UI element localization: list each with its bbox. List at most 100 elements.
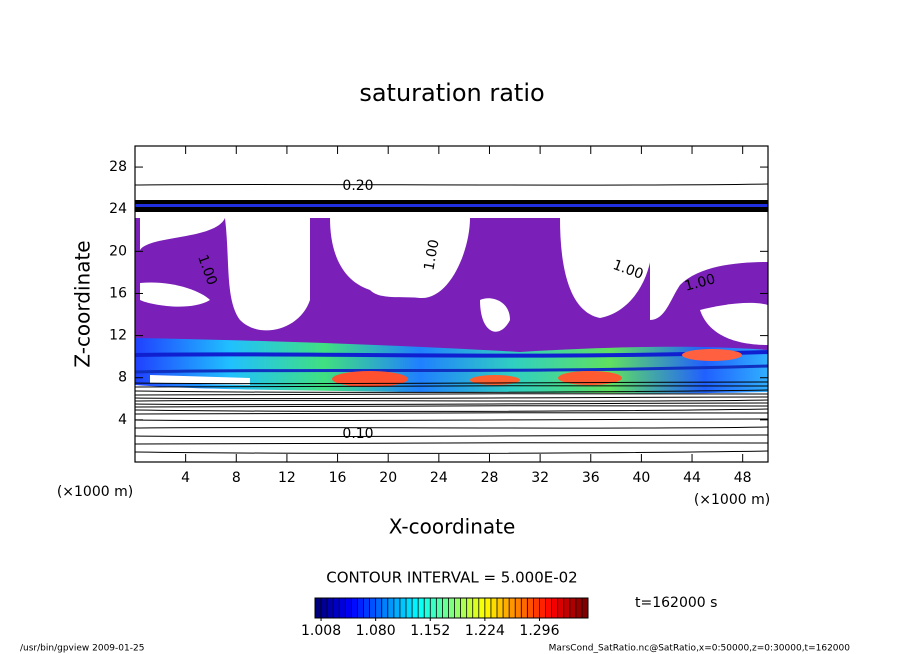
colorbar-cell	[515, 598, 522, 618]
y-axis-label: Z-coordinate	[71, 240, 95, 367]
y-tick-label: 20	[109, 243, 127, 259]
peak-region	[682, 349, 742, 361]
contour-label: 0.10	[342, 426, 373, 442]
x-tick-label: 44	[683, 470, 701, 486]
x-tick-label: 40	[632, 470, 650, 486]
colorbar-cell	[490, 598, 497, 618]
contour-line	[135, 450, 768, 454]
peak-region	[558, 371, 622, 385]
contour-line	[135, 426, 768, 429]
colorbar-tick-label: 1.296	[519, 623, 559, 639]
contour-interval: CONTOUR INTERVAL = 5.000E-02	[326, 569, 577, 587]
colorbar-cell	[581, 598, 588, 618]
footer-right: MarsCond_SatRatio.nc@SatRatio,x=0:50000,…	[549, 644, 851, 654]
colorbar-cell	[393, 598, 400, 618]
y-tick-label: 12	[109, 328, 127, 344]
contour-line	[135, 442, 768, 445]
colorbar-cell	[339, 598, 346, 618]
colorbar-cell	[448, 598, 455, 618]
colorbar-tick-label: 1.152	[410, 623, 450, 639]
contour-line	[135, 412, 768, 415]
dry-region	[150, 375, 250, 385]
colorbar-cell	[406, 598, 413, 618]
colorbar-cell	[442, 598, 449, 618]
colorbar-cell	[315, 598, 322, 618]
dry-region	[700, 302, 768, 345]
x-tick-label: 20	[379, 470, 397, 486]
dry-region	[650, 218, 768, 320]
colorbar-cell	[539, 598, 546, 618]
colorbar-cell	[327, 598, 334, 618]
band-stripe	[135, 350, 768, 358]
dry-region	[140, 218, 225, 250]
x-tick-label: 36	[582, 470, 600, 486]
colorbar-cell	[551, 598, 558, 618]
colorbar-tick-label: 1.080	[356, 623, 396, 639]
colorbar-tick-label: 1.008	[301, 623, 341, 639]
y-tick-label: 16	[109, 285, 127, 301]
time-label: t=162000 s	[635, 595, 717, 611]
x-tick-label: 48	[734, 470, 752, 486]
contour-line	[135, 418, 768, 422]
colorbar-cell	[351, 598, 358, 618]
colorbar-cell	[357, 598, 364, 618]
colorbar-cell	[533, 598, 540, 618]
contour-line	[135, 385, 768, 388]
colorbar-cell	[575, 598, 582, 618]
colorbar-cell	[545, 598, 552, 618]
band-stripe	[135, 364, 768, 374]
contour-bundle	[135, 204, 768, 207]
contour-lines	[135, 183, 768, 454]
colorbar-cell	[563, 598, 570, 618]
colorbar-cell	[557, 598, 564, 618]
colorbar-cell	[345, 598, 352, 618]
peak-region	[332, 371, 408, 387]
x-tick-label: 12	[278, 470, 296, 486]
x-axis-label: X-coordinate	[389, 515, 516, 539]
colorbar-cell	[333, 598, 340, 618]
x-tick-label: 24	[430, 470, 448, 486]
dry-region	[480, 298, 510, 332]
contour-field	[135, 183, 768, 454]
contour-label: 1.00	[421, 238, 442, 271]
colorbar-cell	[569, 598, 576, 618]
contour-line	[135, 402, 768, 406]
colorbar-cell	[484, 598, 491, 618]
y-tick-label: 28	[109, 159, 127, 175]
colorbar-cell	[424, 598, 431, 618]
contour-line	[135, 183, 768, 186]
contour-label: 1.00	[683, 271, 717, 295]
colorbar-cell	[399, 598, 406, 618]
x-tick-label: 32	[531, 470, 549, 486]
colorbar-cell	[436, 598, 443, 618]
plot-frame	[134, 145, 769, 463]
colorbar-cell	[521, 598, 528, 618]
colorbar-cell	[430, 598, 437, 618]
colorbar-cell	[321, 598, 328, 618]
dry-region	[330, 218, 470, 299]
x-tick-label: 4	[181, 470, 190, 486]
colorbar-cell	[375, 598, 382, 618]
colorbar-cell	[472, 598, 479, 618]
colorbar-cell	[460, 598, 467, 618]
colorbar-cell	[387, 598, 394, 618]
colorbar-cell	[363, 598, 370, 618]
colorbar-frame	[314, 597, 589, 619]
dry-region	[140, 282, 210, 307]
y-tick-label: 24	[109, 201, 127, 217]
dry-region	[560, 218, 653, 318]
colorbar-cell	[478, 598, 485, 618]
colorbar-cell	[412, 598, 419, 618]
colorbar: 1.008 1.080 1.152 1.224 1.296	[301, 597, 589, 639]
colorbar-cell	[454, 598, 461, 618]
y-unit: (×1000 m)	[57, 484, 133, 500]
contour-line	[135, 381, 768, 385]
dry-region	[225, 218, 310, 331]
colorbar-cell	[381, 598, 388, 618]
y-tick-label: 8	[118, 370, 127, 386]
colorbar-cell	[418, 598, 425, 618]
y-tick-label: 4	[118, 412, 127, 428]
colorbar-cell	[527, 598, 534, 618]
contour-line	[135, 399, 768, 402]
contour-line	[135, 405, 768, 408]
